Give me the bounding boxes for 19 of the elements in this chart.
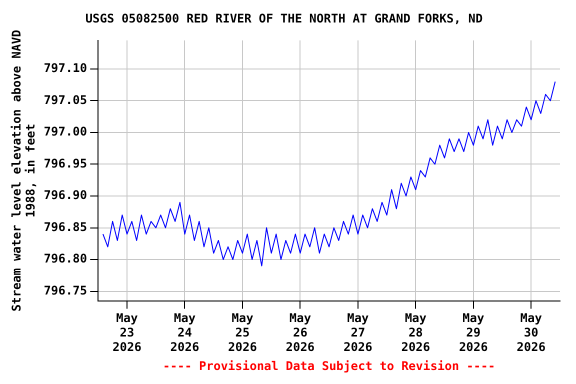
x-tick-label: May 30 2026 [516, 311, 546, 354]
y-tick-label: 796.95 [44, 156, 88, 170]
y-tick-label: 797.05 [44, 92, 88, 107]
y-tick-label: 796.75 [44, 283, 88, 298]
text: ---- Provisional Data Subject to Revision ---- [162, 359, 496, 373]
y-tick-label: 796.85 [44, 220, 88, 234]
x-tick-label: May 23 2026 [112, 311, 142, 354]
chart-title: USGS 05082500 RED RIVER OF THE NORTH AT GRAND FORKS, ND [85, 11, 483, 26]
x-tick-label: May 29 2026 [458, 311, 488, 354]
x-tick-label: May 27 2026 [343, 311, 372, 354]
y-tick-label: 796.90 [44, 188, 88, 202]
x-tick-label: May 26 2026 [286, 311, 315, 354]
x-tick-label: May 28 2026 [401, 311, 430, 354]
x-tick-label: May 25 2026 [228, 311, 257, 354]
x-tick-label: May 24 2026 [170, 311, 200, 354]
y-tick-label: 796.80 [44, 252, 88, 266]
y-axis-title: Stream water level elevation above NAVD 1988, in feet [9, 30, 38, 312]
y-tick-label: 797.10 [44, 61, 88, 76]
y-tick-label: 797.00 [44, 124, 88, 139]
